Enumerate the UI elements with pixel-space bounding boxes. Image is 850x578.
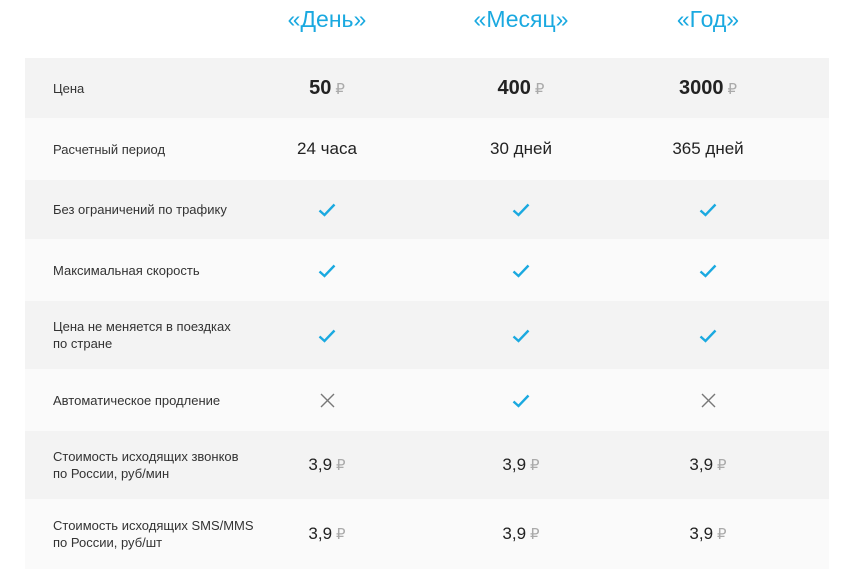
table-row: Без ограничений по трафику <box>25 180 829 239</box>
value: 3,9 <box>502 524 527 543</box>
row-label: Расчетный период <box>53 141 166 157</box>
cell-value: 24 часа <box>237 139 417 159</box>
row-label: Автоматическое продление <box>53 392 221 408</box>
cell-value: 3,9 ₽ <box>431 524 611 544</box>
check-icon <box>618 260 798 280</box>
table-row: Стоимость исходящих SMS/MMS по России, р… <box>25 499 829 569</box>
cross-icon <box>237 390 417 410</box>
ruble-symbol: ₽ <box>335 80 345 98</box>
plan-header-day: «День» <box>287 6 367 32</box>
value: 365 дней <box>672 139 744 158</box>
comparison-table: Цена 50 ₽400 ₽3000 ₽ Расчетный период 24 часа 3… <box>25 58 829 569</box>
cell-value: 3,9 ₽ <box>618 524 798 544</box>
plan-header-year: «Год» <box>676 6 740 32</box>
check-icon <box>431 200 611 220</box>
value: 30 дней <box>490 139 552 158</box>
plan-header-month: «Месяц» <box>473 6 569 32</box>
row-label: Без ограничений по трафику <box>53 202 227 217</box>
check-icon <box>431 325 611 345</box>
cell-value: 3,9 ₽ <box>618 455 798 475</box>
value: 3,9 <box>502 455 527 474</box>
cell-value: 3,9 ₽ <box>431 455 611 475</box>
ruble-symbol: ₽ <box>530 457 540 474</box>
table-row: Цена 50 ₽400 ₽3000 ₽ <box>25 58 829 118</box>
cell-value: 30 дней <box>431 139 611 159</box>
row-label: Цена не меняется в поездках по стране <box>53 319 231 351</box>
ruble-symbol: ₽ <box>534 80 545 98</box>
check-icon <box>618 200 798 220</box>
check-icon <box>618 325 798 345</box>
ruble-symbol: ₽ <box>530 526 540 543</box>
ruble-symbol: ₽ <box>727 80 738 98</box>
value: 3000 <box>678 76 724 99</box>
table-row: Автоматическое продление <box>25 369 829 431</box>
check-icon <box>237 260 417 280</box>
ruble-symbol: ₽ <box>717 457 727 474</box>
ruble-symbol: ₽ <box>717 526 727 543</box>
cell-value: 365 дней <box>618 139 798 159</box>
value: 400 <box>497 76 531 99</box>
check-icon <box>431 390 611 410</box>
cell-value: 3000 ₽ <box>618 77 798 100</box>
table-row: Расчетный период 24 часа 30 дней 365 дней <box>25 118 829 180</box>
check-icon <box>237 325 417 345</box>
check-icon <box>431 260 611 280</box>
row-label: Стоимость исходящих SMS/MMS по России, р… <box>53 518 254 550</box>
table-row: Стоимость исходящих звонков по России, р… <box>25 431 829 499</box>
cross-icon <box>618 390 798 410</box>
row-label: Цена <box>53 80 85 96</box>
value: 3,9 <box>689 524 714 543</box>
cell-value: 3,9 ₽ <box>237 524 417 544</box>
value: 50 <box>309 76 332 99</box>
row-label: Стоимость исходящих звонков по России, р… <box>53 449 239 481</box>
row-label: Максимальная скорость <box>53 262 200 278</box>
cell-value: 3,9 ₽ <box>237 455 417 475</box>
value: 24 часа <box>297 139 357 158</box>
cell-value: 400 ₽ <box>431 77 611 100</box>
table-row: Максимальная скорость <box>25 239 829 301</box>
ruble-symbol: ₽ <box>336 457 346 474</box>
value: 3,9 <box>689 455 714 474</box>
value: 3,9 <box>308 524 333 543</box>
check-icon <box>237 200 417 220</box>
ruble-symbol: ₽ <box>336 526 346 543</box>
cell-value: 50 ₽ <box>237 77 417 100</box>
table-row: Цена не меняется в поездках по стране <box>25 301 829 369</box>
value: 3,9 <box>308 455 333 474</box>
